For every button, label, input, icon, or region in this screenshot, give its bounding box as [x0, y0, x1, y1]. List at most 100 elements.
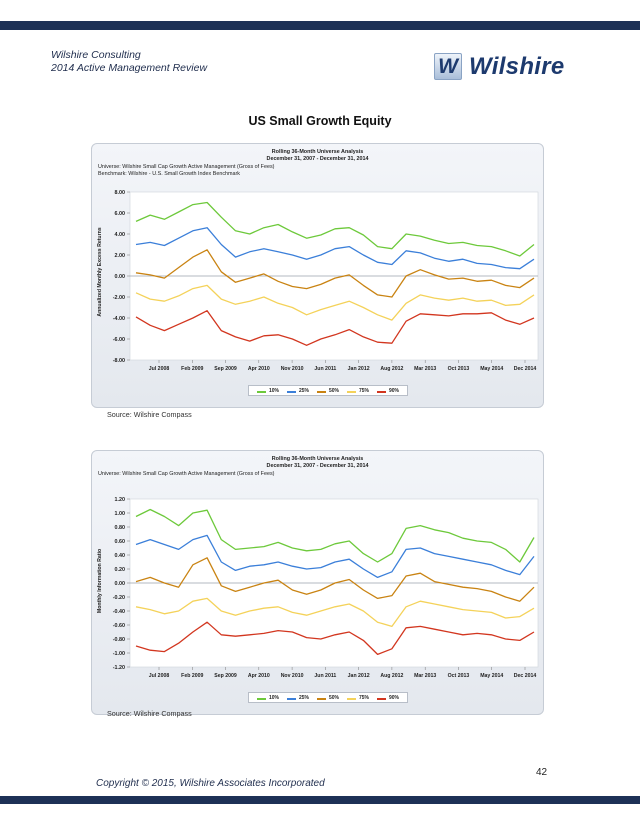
x-tick-label: May 2014 [480, 673, 503, 679]
x-tick-label: Aug 2012 [380, 366, 403, 372]
y-tick-label: -8.00 [113, 358, 125, 364]
y-tick-label: -1.20 [113, 665, 125, 671]
bottom-band [0, 796, 640, 804]
chart-legend: 10% 25% 50% 75% 90% [248, 385, 408, 396]
series-line-75pct [135, 597, 535, 628]
universe-label: Universe: Wilshire Small Cap Growth Acti… [98, 471, 275, 477]
series-line-90pct [135, 310, 535, 346]
series-line-50pct [135, 249, 535, 298]
legend-swatch [377, 391, 386, 393]
chart-plot-information-ratio: 1.20 1.00 0.80 0.60 0.40 0.20 0.00 -0.20 -0.40 -0… [113, 497, 539, 679]
x-tick-label: Jun 2011 [314, 673, 336, 679]
universe-label: Universe: Wilshire Small Cap Growth Acti… [98, 164, 275, 170]
copyright-notice: Copyright © 2015, Wilshire Associates In… [96, 778, 325, 789]
company-name: Wilshire Consulting [51, 49, 141, 61]
chart-universe-block: Universe: Wilshire Small Cap Growth Acti… [98, 164, 274, 177]
legend-label: 50% [329, 695, 340, 701]
y-tick-label: -0.20 [113, 595, 125, 601]
chart-legend: 10% 25% 50% 75% 90% [248, 692, 408, 703]
chart-title-block: Rolling 36-Month Universe Analysis Decem… [92, 456, 543, 470]
x-tick-label: Jan 2012 [348, 673, 370, 679]
chart-title: Rolling 36-Month Universe Analysis [271, 149, 364, 155]
chart-title: Rolling 36-Month Universe Analysis [271, 456, 364, 462]
series-line-75pct [135, 284, 535, 321]
y-tick-label: -6.00 [113, 337, 125, 343]
series-line-10pct [135, 201, 535, 257]
wilshire-logo: W Wilshire [434, 53, 564, 81]
y-tick-label: 0.00 [115, 274, 126, 280]
x-tick-label: Jan 2012 [348, 366, 370, 372]
legend-swatch [257, 698, 266, 700]
legend-swatch [347, 391, 356, 393]
x-tick-label: Nov 2010 [281, 366, 304, 372]
y-tick-label: 0.20 [115, 567, 126, 573]
y-tick-label: 8.00 [115, 190, 126, 196]
logo-mark-letter: W [438, 55, 458, 78]
legend-swatch [287, 698, 296, 700]
chart-subtitle: December 31, 2007 - December 31, 2014 [266, 463, 369, 469]
y-tick-label: 1.20 [115, 497, 126, 503]
y-tick-label: 0.40 [115, 553, 126, 559]
legend-label: 25% [299, 695, 310, 701]
header-text: Wilshire Consulting 2014 Active Manageme… [51, 49, 207, 75]
series-line-25pct [135, 534, 535, 579]
y-tick-label: -2.00 [113, 295, 125, 301]
top-band [0, 21, 640, 30]
legend-label: 10% [269, 695, 280, 701]
legend-label: 90% [389, 695, 400, 701]
y-tick-label: -0.60 [113, 623, 125, 629]
x-tick-label: Mar 2013 [414, 673, 436, 679]
series-line-25pct [135, 227, 535, 270]
legend-label: 25% [299, 388, 310, 394]
x-tick-label: Feb 2009 [181, 366, 203, 372]
legend-label: 75% [359, 388, 370, 394]
x-tick-label: Aug 2012 [380, 673, 403, 679]
x-tick-label: Oct 2013 [448, 673, 470, 679]
x-tick-label: Oct 2013 [448, 366, 470, 372]
y-tick-label: 2.00 [115, 253, 126, 259]
legend-swatch [317, 698, 326, 700]
y-tick-label: 6.00 [115, 211, 126, 217]
legend-swatch [287, 391, 296, 393]
y-tick-label: 0.80 [115, 525, 126, 531]
x-tick-label: Feb 2009 [181, 673, 203, 679]
x-tick-label: Jun 2011 [314, 366, 336, 372]
x-tick-label: Sep 2009 [214, 366, 237, 372]
x-tick-label: Dec 2014 [514, 673, 537, 679]
chart-subtitle: December 31, 2007 - December 31, 2014 [266, 156, 369, 162]
legend-label: 10% [269, 388, 280, 394]
logo-mark: W [434, 53, 462, 80]
x-tick-label: Jul 2008 [149, 673, 170, 679]
page-title: US Small Growth Equity [248, 114, 392, 128]
x-tick-label: May 2014 [480, 366, 503, 372]
source-note: Source: Wilshire Compass [107, 410, 192, 419]
x-tick-label: Sep 2009 [214, 673, 237, 679]
x-tick-label: Jul 2008 [149, 366, 170, 372]
y-tick-label: 0.60 [115, 539, 126, 545]
legend-label: 90% [389, 388, 400, 394]
legend-label: 50% [329, 388, 340, 394]
x-tick-label: Dec 2014 [514, 366, 537, 372]
chart-universe-block: Universe: Wilshire Small Cap Growth Acti… [98, 471, 274, 478]
y-tick-label: 4.00 [115, 232, 126, 238]
legend-swatch [347, 698, 356, 700]
chart-panel-information-ratio: Rolling 36-Month Universe Analysis Decem… [91, 450, 544, 715]
logo-wordmark: Wilshire [469, 53, 565, 80]
x-tick-label: Apr 2010 [248, 366, 270, 372]
benchmark-label: Benchmark: Wilshire - U.S. Small Growth … [98, 170, 240, 177]
x-tick-label: Mar 2013 [414, 366, 436, 372]
y-tick-label: 1.00 [115, 511, 126, 517]
series-line-90pct [135, 621, 535, 656]
legend-label: 75% [359, 695, 370, 701]
legend-swatch [257, 391, 266, 393]
y-tick-label: -0.80 [113, 637, 125, 643]
report-name: 2014 Active Management Review [51, 62, 208, 74]
x-tick-label: Apr 2010 [248, 673, 270, 679]
legend-swatch [317, 391, 326, 393]
x-tick-label: Nov 2010 [281, 673, 304, 679]
series-line-10pct [135, 508, 535, 563]
y-tick-label: 0.00 [115, 581, 126, 587]
source-note: Source: Wilshire Compass [107, 709, 192, 718]
series-line-50pct [135, 557, 535, 602]
y-tick-label: -4.00 [113, 316, 125, 322]
